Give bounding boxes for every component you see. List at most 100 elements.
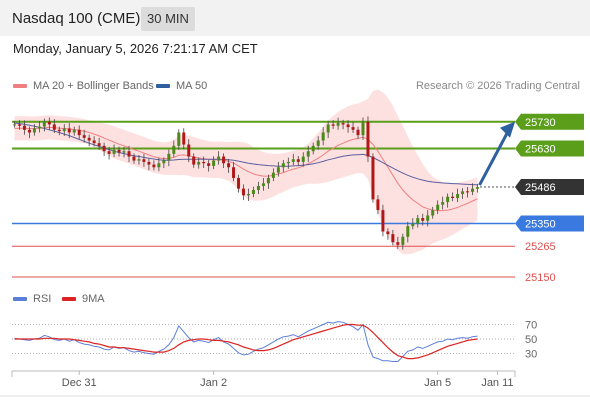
candle-body (416, 218, 420, 224)
candle-body (197, 161, 201, 165)
candle-body (177, 132, 181, 146)
candle-body (471, 188, 475, 192)
price-panel: 25730 25630 25486 25350 25265 25150 (12, 89, 584, 284)
candle-body (336, 123, 340, 126)
candle-body (266, 177, 270, 184)
candle-body (212, 160, 216, 166)
candle-body (431, 210, 435, 216)
candle-body (147, 161, 151, 165)
candle-body (82, 135, 86, 138)
candle-body (97, 143, 101, 146)
bollinger-swatch (13, 84, 27, 88)
legend-ma50: MA 50 (156, 80, 207, 92)
legend-ma9: 9MA (62, 293, 105, 305)
candle-body (102, 145, 106, 152)
candle-body (321, 132, 325, 141)
support-label-box-25350 (515, 215, 584, 232)
candle-body (27, 129, 31, 133)
candle-body (152, 164, 156, 168)
timeframe-badge[interactable]: 30 MIN (141, 7, 195, 31)
rsi-tick-label-50: 50 (525, 334, 537, 346)
candle-body (331, 124, 335, 126)
candle-body (296, 159, 300, 162)
current-price-box (515, 179, 584, 196)
ma50-line (14, 122, 478, 186)
candle-body (62, 128, 66, 132)
resistance-label-box-25630 (515, 140, 584, 157)
candle-body (227, 163, 231, 168)
candle-body (187, 144, 191, 157)
candle-body (242, 188, 246, 196)
time-tick-label: Jan 11 (481, 377, 513, 389)
candle-body (52, 124, 56, 130)
legend-ma50-label: MA 50 (176, 80, 208, 92)
candle-body (122, 151, 126, 153)
candle-body (356, 129, 360, 136)
legend-ma9-label: 9MA (82, 293, 105, 305)
candle-body (326, 124, 330, 133)
candle-body (117, 149, 121, 153)
candle-body (217, 156, 221, 161)
rsi-tick-label-30: 30 (525, 349, 537, 361)
support-label-25350: 25350 (525, 218, 556, 230)
candle-body (271, 172, 275, 178)
candle-body (77, 129, 81, 136)
candle-body (441, 202, 445, 205)
candle-body (42, 121, 46, 127)
legend-bollinger-label: MA 20 + Bollinger Bands (33, 80, 154, 92)
legend-rsi: RSI (13, 293, 51, 305)
candle-body (436, 204, 440, 211)
candle-body (311, 145, 315, 152)
candle-body (301, 156, 305, 162)
candle-body (22, 125, 26, 130)
candle-body (371, 156, 375, 200)
candle-body (222, 156, 226, 164)
candle-body (142, 159, 146, 162)
resistance-label-25730: 25730 (525, 117, 556, 129)
candle-body (256, 185, 260, 190)
candle-body (461, 191, 465, 195)
candle-body (346, 124, 350, 128)
candle-body (127, 151, 131, 157)
candle-body (446, 196, 450, 203)
candle-body (281, 163, 285, 168)
legend-rsi-label: RSI (33, 293, 52, 305)
candle-body (351, 127, 355, 130)
chart-datetime: Monday, January 5, 2026 7:21:17 AM CET (13, 41, 258, 56)
candle-body (137, 159, 141, 161)
time-tick-label: Dec 31 (62, 377, 97, 389)
rsi-line (14, 321, 478, 362)
candle-body (406, 226, 410, 237)
ma50-swatch (156, 84, 170, 88)
candle-body (291, 159, 295, 162)
target-label-25265: 25265 (525, 241, 556, 253)
candle-body (72, 129, 76, 133)
rsi-swatch (13, 297, 27, 301)
candle-body (451, 196, 455, 199)
candle-body (87, 137, 91, 141)
candle-body (306, 151, 310, 157)
candle-body (112, 149, 116, 154)
candle-body (386, 231, 390, 235)
copyright-text: Research © 2026 Trading Central (415, 80, 580, 92)
candle-body (426, 215, 430, 221)
instrument-title: Nasdaq 100 (CME) (12, 10, 141, 27)
candle-body (17, 124, 21, 126)
rsi-tick-label-70: 70 (525, 320, 537, 332)
resistance-label-box-25730 (515, 113, 584, 130)
candle-body (361, 121, 365, 136)
candle-body (162, 160, 166, 164)
candle-body (202, 161, 206, 164)
time-axis: Dec 31 Jan 2 Jan 5 Jan 11 (0, 370, 590, 397)
rsi-panel: 70 50 30 (12, 320, 537, 362)
candle-body (37, 126, 41, 129)
candle-body (376, 199, 380, 211)
candle-body (391, 234, 395, 243)
time-tick-label: Jan 2 (200, 377, 227, 389)
candle-body (456, 194, 460, 199)
candle-body (246, 194, 250, 196)
candle-body (316, 140, 320, 146)
target-label-25150: 25150 (525, 272, 556, 284)
candle-body (32, 128, 36, 133)
